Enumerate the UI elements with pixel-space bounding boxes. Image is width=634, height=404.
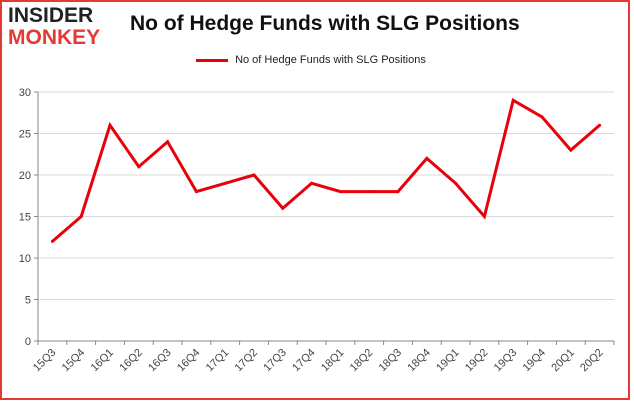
legend-swatch [196,58,228,62]
x-tick-label: 17Q2 [233,347,261,375]
data-point [310,181,314,185]
data-point [598,123,602,127]
y-axis: 0 5 10 15 20 25 30 [19,87,39,348]
x-tick-label: 20Q1 [549,347,577,375]
data-point [79,215,83,218]
data-point [425,156,429,160]
data-point [454,181,458,185]
x-tick-label: 18Q2 [348,347,376,375]
x-tick-label: 17Q3 [261,347,289,375]
x-axis: 15Q3 15Q4 16Q1 16Q2 16Q3 16Q4 17Q1 17Q2 17Q3 17Q4… [31,340,615,375]
data-point [194,190,198,194]
y-tick-label: 10 [19,253,31,265]
chart-legend: No of Hedge Funds with SLG Positions [196,54,426,66]
data-point [223,181,227,185]
x-tick-label: 19Q2 [463,347,491,375]
data-point [252,173,256,177]
x-tick-label: 20Q2 [578,347,606,375]
data-point [569,148,573,152]
insider-monkey-logo: INSIDER MONKEY [8,5,116,49]
series-line-0 [51,98,601,243]
data-point [281,206,285,210]
logo-line-1: INSIDER [8,4,94,27]
logo-line-2: MONKEY [8,26,101,49]
y-tick-label: 30 [19,87,31,99]
x-tick-label: 16Q3 [146,347,174,375]
x-tick-label: 19Q1 [434,347,462,375]
x-tick-label: 16Q4 [175,347,203,375]
y-tick-label: 20 [19,170,31,182]
x-tick-label: 17Q4 [290,347,318,375]
data-point [108,123,112,127]
data-point [482,215,486,218]
x-tick-label: 18Q3 [377,347,405,375]
y-tick-label: 25 [19,129,31,141]
data-point [50,239,54,243]
data-point [511,98,515,102]
x-tick-label: 19Q3 [492,347,520,375]
chart-title: No of Hedge Funds with SLG Positions [130,12,520,35]
data-point [137,165,141,169]
data-point [396,190,400,194]
grid-lines [38,91,614,342]
data-point [540,115,544,119]
data-point [338,190,342,194]
y-tick-label: 15 [19,212,31,224]
x-tick-label: 15Q4 [60,347,88,375]
x-tick-label: 17Q1 [204,347,232,375]
x-tick-label: 19Q4 [521,347,549,375]
y-tick-label: 5 [25,295,31,307]
y-tick-label: 0 [25,336,31,348]
x-tick-label: 16Q1 [89,347,117,375]
legend-label: No of Hedge Funds with SLG Positions [235,54,426,66]
x-tick-label: 18Q1 [319,347,347,375]
data-point [367,190,371,194]
x-tick-label: 16Q2 [117,347,145,375]
data-point [166,140,170,144]
x-tick-label: 18Q4 [405,347,433,375]
x-tick-label: 15Q3 [31,347,59,375]
series-layer [50,98,602,243]
